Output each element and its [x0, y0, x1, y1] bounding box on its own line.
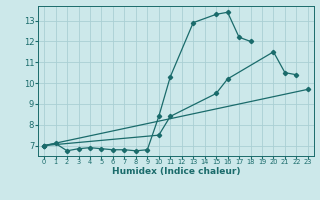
X-axis label: Humidex (Indice chaleur): Humidex (Indice chaleur) [112, 167, 240, 176]
